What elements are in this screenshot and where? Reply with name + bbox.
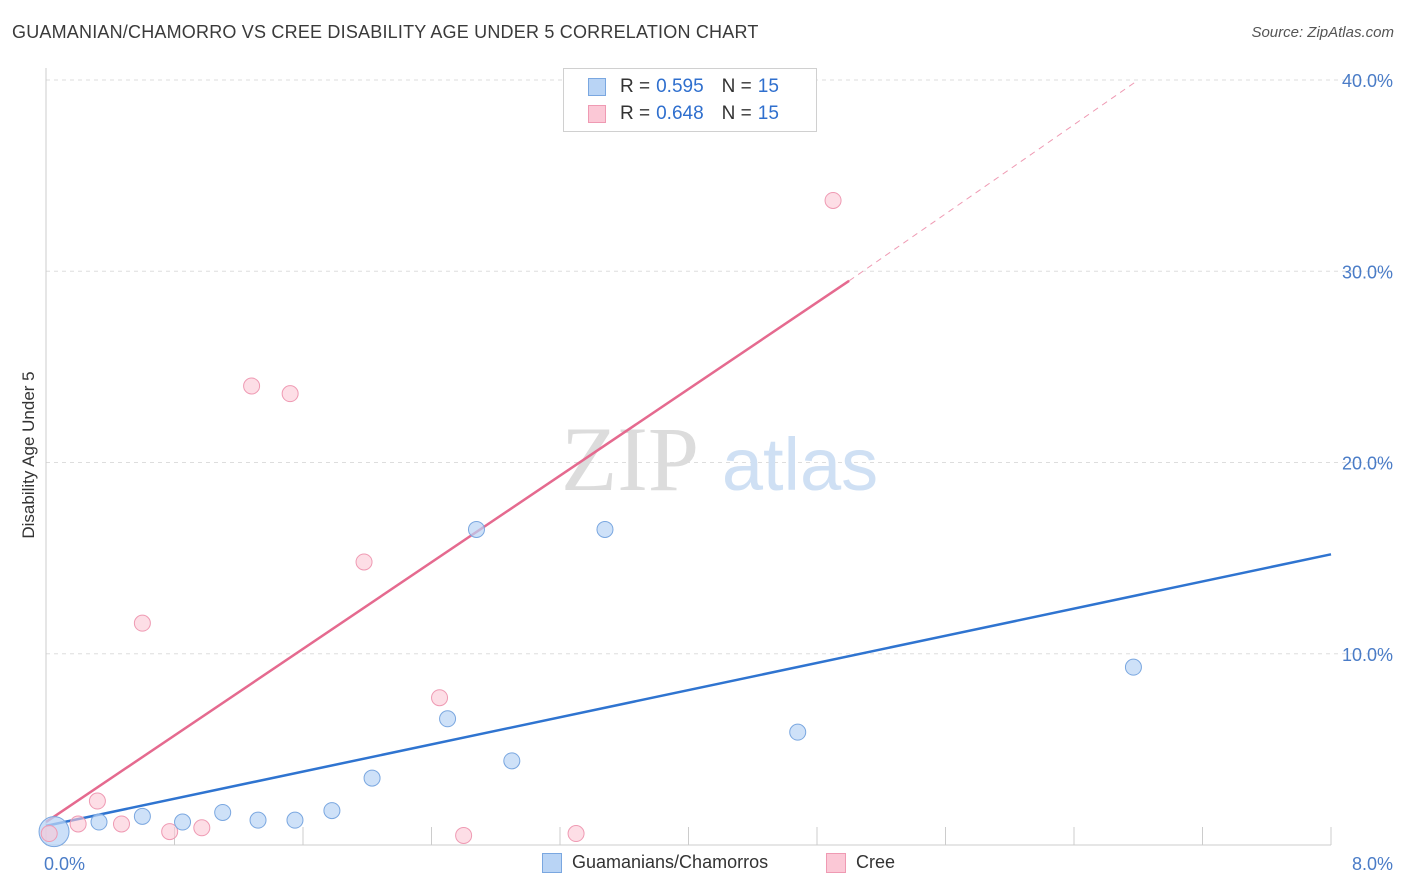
point-cree <box>824 191 842 209</box>
legend-stats: R = 0.595 N = 15 R = 0.648 N = 15 <box>563 68 817 132</box>
point-cree <box>40 825 58 843</box>
legend-r-label: R = <box>620 103 651 124</box>
point-guamanians <box>90 813 108 831</box>
point-guamanians <box>503 752 521 770</box>
legend-label-cree: Cree <box>856 852 896 872</box>
legend-n-label: N = <box>721 76 752 97</box>
point-cree <box>193 819 211 837</box>
axes <box>45 68 1332 846</box>
legend-series: Guamanians/Chamorros Cree <box>0 850 1406 878</box>
trend-line-cree <box>45 279 850 824</box>
legend-swatch-pink <box>588 105 606 123</box>
chart-source: Source: ZipAtlas.com <box>1251 24 1394 41</box>
legend-item-guamanians: Guamanians/Chamorros <box>542 852 768 873</box>
point-guamanians <box>789 723 807 741</box>
point-guamanians <box>363 769 381 787</box>
point-guamanians <box>439 710 457 728</box>
y-tick-label: 10.0% <box>1342 645 1393 665</box>
point-cree <box>431 689 449 707</box>
legend-n-value: 15 <box>757 103 779 124</box>
legend-item-cree: Cree <box>826 852 895 873</box>
legend-n-value: 15 <box>757 76 779 97</box>
point-guamanians <box>596 520 614 538</box>
watermark: ZIP atlas <box>561 408 878 510</box>
y-tick-label: 40.0% <box>1342 71 1393 91</box>
legend-swatch-blue <box>588 78 606 96</box>
legend-swatch-pink <box>826 852 846 873</box>
point-guamanians <box>467 520 485 538</box>
watermark-zip: ZIP <box>561 408 699 510</box>
y-axis-label: Disability Age Under 5 <box>19 371 38 538</box>
legend-r-value: 0.595 <box>656 76 704 97</box>
point-cree <box>133 614 151 632</box>
point-guamanians <box>133 807 151 825</box>
point-guamanians <box>286 811 304 829</box>
trend-line-cree-extension <box>848 79 1139 282</box>
legend-n-label: N = <box>721 103 752 124</box>
chart-title: GUAMANIAN/CHAMORRO VS CREE DISABILITY AG… <box>12 22 759 42</box>
point-cree <box>355 553 373 571</box>
point-cree <box>112 815 130 833</box>
legend-label-guamanians: Guamanians/Chamorros <box>572 852 769 872</box>
legend-swatch-blue <box>542 852 562 873</box>
point-cree <box>455 826 473 844</box>
data-points <box>38 191 1142 848</box>
legend-row-guamanian: R = 0.595 N = 15 <box>588 75 779 99</box>
point-cree <box>88 792 106 810</box>
point-guamanians <box>214 803 232 821</box>
legend-r-label: R = <box>620 76 651 97</box>
legend-row-cree: R = 0.648 N = 15 <box>588 102 779 126</box>
point-cree <box>567 825 585 843</box>
x-tick-labels: 0.0% 8.0% <box>44 854 1393 874</box>
trend-lines <box>45 79 1332 828</box>
point-guamanians <box>1124 658 1142 676</box>
legend-r-value: 0.648 <box>656 103 704 124</box>
grid-lines <box>46 79 1392 655</box>
point-cree <box>69 815 87 833</box>
x-tick-label: 8.0% <box>1352 854 1393 874</box>
x-tick-label: 0.0% <box>44 854 85 874</box>
point-cree <box>161 823 179 841</box>
point-guamanians <box>249 811 267 829</box>
point-guamanians <box>323 802 341 820</box>
y-tick-labels: 10.0% 20.0% 30.0% 40.0% <box>1342 71 1393 665</box>
watermark-atlas: atlas <box>722 423 878 506</box>
point-cree <box>243 377 261 395</box>
point-cree <box>281 385 299 403</box>
y-tick-label: 20.0% <box>1342 454 1393 474</box>
trend-line-guamanians <box>45 553 1332 828</box>
y-tick-label: 30.0% <box>1342 262 1393 282</box>
point-guamanians <box>174 813 192 831</box>
